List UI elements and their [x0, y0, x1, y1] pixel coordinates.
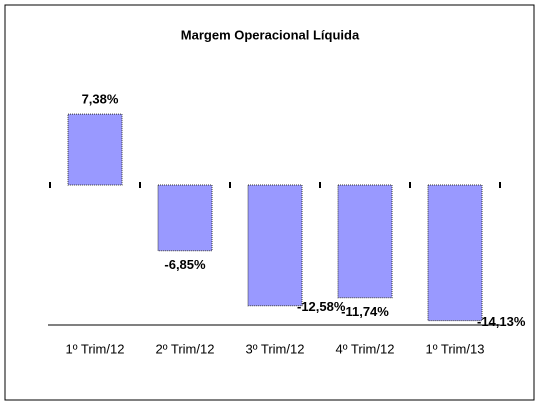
- data-label: 7,38%: [82, 92, 119, 107]
- data-label: -6,85%: [164, 257, 206, 272]
- bar: [427, 184, 483, 322]
- data-label: -12,58%: [297, 299, 346, 314]
- bar: [337, 184, 393, 299]
- x-tick-label: 4º Trim/12: [336, 341, 395, 356]
- chart-title: Margem Operacional Líquida: [181, 27, 360, 42]
- bar: [157, 184, 213, 252]
- data-label: -11,74%: [341, 304, 389, 319]
- x-tick-label: 1º Trim/13: [426, 341, 485, 356]
- bar: [67, 113, 123, 186]
- x-tick-label: 1º Trim/12: [66, 341, 125, 356]
- data-label: -14,13%: [477, 314, 526, 329]
- x-tick-label: 2º Trim/12: [156, 341, 215, 356]
- x-tick-label: 3º Trim/12: [246, 341, 305, 356]
- bar: [247, 184, 303, 307]
